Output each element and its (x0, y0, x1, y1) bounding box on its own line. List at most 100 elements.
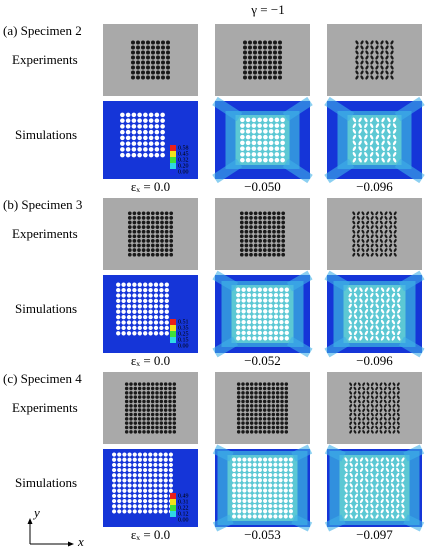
hole (380, 319, 385, 325)
hole (132, 499, 137, 504)
hole (137, 452, 142, 457)
strain-band (324, 270, 425, 358)
hole (244, 243, 249, 248)
hole (364, 287, 369, 292)
hole (357, 382, 361, 386)
hole (366, 239, 370, 243)
hole (159, 404, 164, 408)
hole (348, 336, 352, 341)
hole (262, 382, 267, 386)
hole (258, 408, 263, 412)
hole (156, 60, 160, 65)
colorbar-band (170, 511, 176, 517)
colorbar-band (170, 145, 176, 151)
simulation-image (212, 444, 313, 532)
hole (274, 123, 280, 128)
hole (249, 243, 253, 248)
hole (236, 430, 241, 434)
hole (353, 404, 357, 408)
hole (129, 386, 133, 391)
hole (280, 386, 284, 391)
hole (360, 55, 364, 60)
experiment-image (327, 24, 422, 96)
hole (242, 509, 247, 514)
hole (163, 462, 168, 467)
hole (258, 243, 263, 248)
hole (353, 399, 357, 404)
hole (384, 248, 388, 252)
hole (263, 50, 267, 55)
hole (132, 483, 137, 488)
hole (387, 134, 391, 140)
hole (284, 421, 289, 425)
hole (252, 292, 257, 298)
hole (381, 128, 385, 134)
hole (117, 468, 122, 473)
hole (279, 336, 284, 341)
hole (159, 408, 164, 412)
hole (153, 298, 159, 304)
hole (137, 112, 142, 118)
hole (344, 488, 348, 493)
hole (370, 421, 374, 425)
hole (142, 391, 146, 395)
hole (392, 134, 397, 140)
hole (283, 457, 288, 462)
hole (379, 225, 383, 229)
hole (359, 314, 363, 319)
hole (241, 391, 245, 395)
hole (360, 503, 364, 509)
hole (370, 478, 374, 483)
hole (133, 386, 138, 391)
hole (369, 117, 374, 123)
hole (263, 60, 267, 65)
colorbar-band (170, 505, 176, 511)
hole (392, 386, 396, 391)
hole (349, 503, 353, 509)
hole (281, 252, 286, 257)
hole (159, 421, 164, 425)
hole (352, 123, 357, 129)
hole (236, 336, 241, 341)
hole (163, 399, 168, 404)
hole (249, 408, 254, 412)
hole (392, 430, 396, 434)
hole (236, 309, 241, 314)
hole (380, 40, 384, 45)
hole (370, 303, 374, 309)
hole (401, 467, 405, 473)
hole (267, 412, 271, 417)
hole (268, 55, 272, 60)
hole (268, 287, 273, 292)
hole (161, 55, 165, 60)
hole (391, 493, 395, 498)
hole (391, 298, 396, 303)
hole (370, 399, 374, 404)
colorbar-label: 0.31 (178, 499, 189, 505)
hole (137, 293, 142, 298)
hole (370, 65, 374, 70)
hole (237, 488, 242, 493)
hole (137, 141, 142, 146)
hole (129, 395, 133, 399)
hole (263, 146, 268, 151)
hole (236, 325, 241, 330)
hole (112, 509, 117, 514)
hole (375, 55, 379, 60)
hole (242, 457, 247, 462)
hole (169, 243, 174, 248)
hole (262, 225, 267, 229)
hole (129, 412, 133, 417)
hole (380, 483, 384, 488)
hole (284, 382, 289, 386)
hole (392, 399, 396, 404)
hole (370, 425, 374, 430)
hole (132, 211, 137, 216)
hole (237, 457, 242, 462)
hole (263, 488, 268, 493)
hole (349, 467, 353, 473)
hole (274, 146, 280, 151)
hole (268, 514, 273, 519)
hole (236, 391, 241, 395)
hole (355, 50, 359, 55)
